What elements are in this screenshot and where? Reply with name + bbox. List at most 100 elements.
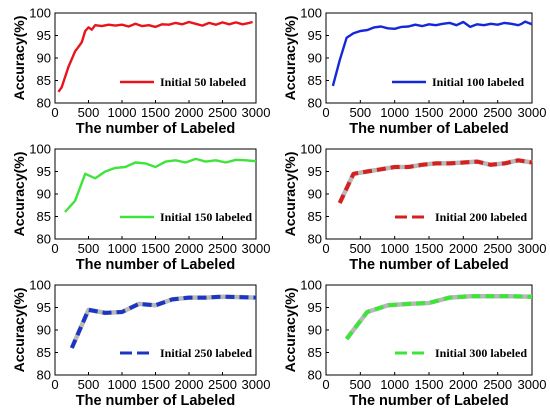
x-tick-label: 2500 [208,241,237,256]
series-line [337,158,533,204]
series-line-underlay [337,158,533,204]
y-tick-label: 85 [37,209,51,224]
y-tick-label: 100 [300,278,322,293]
y-tick-label: 100 [300,6,322,21]
y-tick-label: 85 [37,73,51,88]
x-tick-label: 1500 [141,241,170,256]
y-tick-label: 95 [37,300,51,315]
x-tick-label: 2000 [175,241,204,256]
x-tick-label: 2000 [449,105,478,120]
x-tick-label: 1000 [380,105,409,120]
x-tick-label: 2500 [483,105,512,120]
x-tick-label: 0 [322,377,329,392]
x-tick-label: 1500 [141,105,170,120]
x-tick-label: 1500 [415,105,444,120]
x-tick-label: 500 [349,241,371,256]
x-axis-label: The number of Labeled [76,257,236,273]
x-tick-label: 3000 [518,105,547,120]
x-tick-label: 2500 [483,241,512,256]
x-tick-label: 1000 [108,241,137,256]
y-tick-label: 80 [37,232,51,247]
x-tick-label: 0 [51,377,58,392]
y-tick-label: 80 [308,232,322,247]
y-tick-label: 80 [37,96,51,111]
y-axis-label: Accuracy(%) [11,16,27,101]
x-tick-label: 2500 [208,105,237,120]
x-tick-label: 1500 [141,377,170,392]
legend-label: Initial 200 labeled [435,210,527,224]
y-tick-label: 90 [308,323,322,338]
y-tick-label: 100 [29,278,51,293]
y-tick-label: 90 [37,323,51,338]
y-tick-label: 95 [308,300,322,315]
series-line [331,20,533,87]
y-tick-label: 95 [37,28,51,43]
y-tick-label: 80 [308,96,322,111]
y-tick-label: 100 [300,142,322,157]
y-axis-label: Accuracy(%) [282,288,298,373]
x-axis-label: The number of Labeled [349,121,509,137]
x-tick-label: 0 [51,105,58,120]
chart-panel-6: 0 500 1000 1500 2000 2500 3000 80 85 90 95 100 The n… [282,278,546,410]
y-tick-label: 85 [308,73,322,88]
chart-panel-1: 0 500 1000 1500 2000 2500 3000 80 85 90 95 100 The n… [11,6,270,138]
y-tick-label: 80 [308,368,322,383]
x-tick-label: 1500 [415,241,444,256]
chart-panel-4: 0 500 1000 1500 2000 2500 3000 80 85 90 95 100 The n… [282,142,546,274]
series-line [69,294,257,349]
y-tick-label: 90 [37,51,51,66]
legend-label: Initial 100 labeled [432,75,524,89]
x-tick-label: 0 [322,241,329,256]
x-axis-label: The number of Labeled [349,393,509,409]
x-tick-label: 3000 [242,105,271,120]
y-tick-label: 80 [37,368,51,383]
x-tick-label: 3000 [518,241,547,256]
x-tick-label: 2500 [208,377,237,392]
chart-panel-2: 0 500 1000 1500 2000 2500 3000 80 85 90 95 100 The n… [282,6,546,138]
x-tick-label: 0 [51,241,58,256]
series-line [57,20,253,93]
x-tick-label: 3000 [242,241,271,256]
x-tick-label: 1000 [108,105,137,120]
x-tick-label: 500 [349,105,371,120]
x-tick-label: 2000 [449,241,478,256]
x-axis-label: The number of Labeled [76,121,236,137]
legend-label: Initial 150 labeled [160,210,252,224]
x-tick-label: 500 [78,241,100,256]
x-tick-label: 3000 [242,377,271,392]
y-axis-label: Accuracy(%) [11,288,27,373]
series-line [64,157,257,213]
y-axis-label: Accuracy(%) [282,16,298,101]
y-axis-label: Accuracy(%) [11,152,27,237]
x-tick-label: 500 [349,377,371,392]
chart-panel-5: 0 500 1000 1500 2000 2500 3000 80 85 90 95 100 The n… [11,278,270,410]
x-tick-label: 1000 [380,377,409,392]
y-tick-label: 90 [308,51,322,66]
x-tick-label: 500 [78,377,100,392]
x-tick-label: 0 [322,105,329,120]
x-tick-label: 500 [78,105,100,120]
y-tick-label: 95 [308,28,322,43]
x-tick-label: 2000 [449,377,478,392]
x-tick-label: 1500 [415,377,444,392]
y-tick-label: 100 [29,6,51,21]
y-tick-label: 85 [37,345,51,360]
x-tick-label: 2000 [175,105,204,120]
series-line [345,294,533,341]
legend-label: Initial 250 labeled [160,346,252,360]
y-tick-label: 95 [308,164,322,179]
plot-frame [325,12,533,104]
x-tick-label: 1000 [108,377,137,392]
chart-panel-3: 0 500 1000 1500 2000 2500 3000 80 85 90 95 100 The n… [11,142,270,274]
x-axis-label: The number of Labeled [76,393,236,409]
x-axis-label: The number of Labeled [349,257,509,273]
x-tick-label: 2000 [175,377,204,392]
x-tick-label: 2500 [483,377,512,392]
x-tick-label: 3000 [518,377,547,392]
y-tick-label: 85 [308,345,322,360]
legend-label: Initial 300 labeled [435,346,527,360]
y-tick-label: 90 [308,187,322,202]
legend-label: Initial 50 labeled [160,75,246,89]
y-tick-label: 90 [37,187,51,202]
